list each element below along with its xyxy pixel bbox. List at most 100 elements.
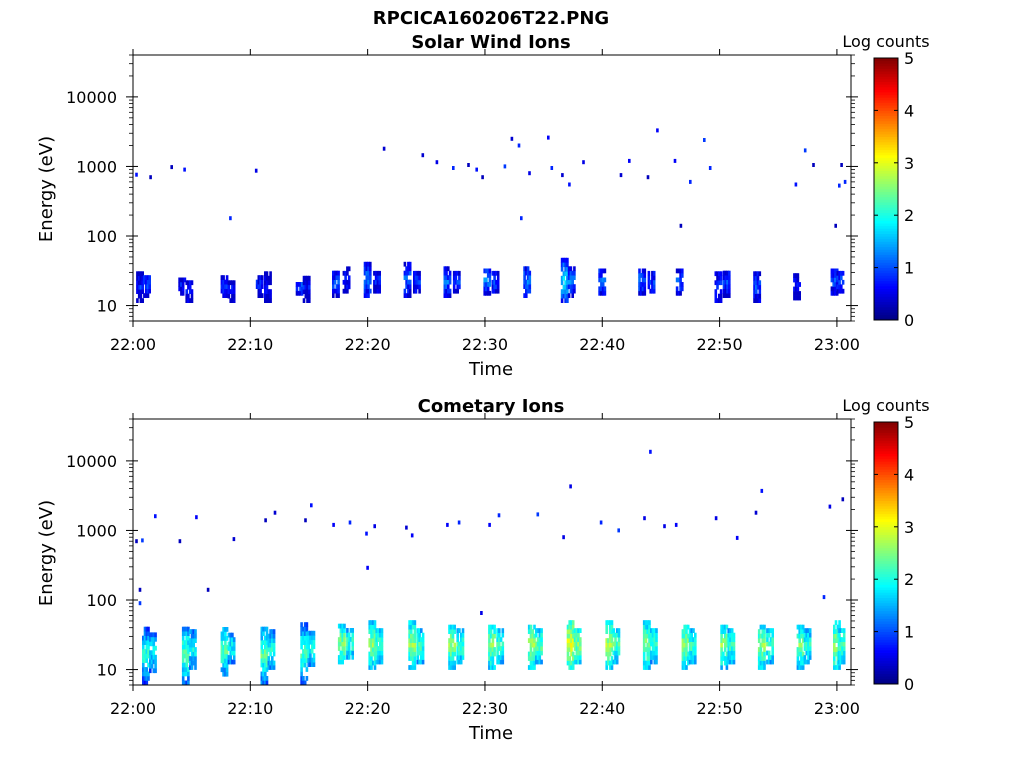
spectrogram-cell — [343, 641, 346, 647]
spectrogram-cell — [305, 658, 309, 663]
spectrogram-cell — [416, 279, 420, 285]
spectrogram-cell — [830, 290, 834, 296]
colorbar-segment — [874, 469, 898, 473]
colorbar-segment — [874, 267, 898, 271]
spectrogram-cell — [421, 641, 425, 647]
colorbar-segment — [874, 152, 898, 156]
spectrogram-cell — [488, 665, 491, 670]
spectrogram-cell — [303, 622, 307, 627]
spectrogram-cell — [832, 268, 835, 274]
spectrogram-cell — [147, 649, 150, 654]
spectrogram-cell — [569, 266, 573, 272]
spectrogram-cell — [194, 647, 197, 652]
spectrogram-cell — [225, 279, 229, 285]
spectrogram-cell — [675, 277, 679, 283]
spectrogram-cell — [679, 273, 682, 278]
spectrogram-cell — [655, 655, 658, 660]
spectrogram-cell — [459, 646, 463, 651]
spectrogram-cell — [413, 656, 417, 661]
spectrogram-cell — [830, 273, 834, 278]
spectrogram-cell — [337, 659, 341, 665]
spectrogram-cell — [309, 653, 312, 658]
spectrogram-cell — [349, 650, 353, 656]
spectrogram-cell — [410, 620, 413, 625]
spectrogram-cell — [730, 632, 734, 638]
spectrogram-cell — [498, 637, 501, 642]
spectrogram-cell — [146, 293, 150, 298]
spectrogram-cell — [499, 659, 503, 665]
spectrogram-cell — [449, 633, 453, 639]
spectrogram-cell — [181, 662, 185, 668]
spectrogram-cell — [598, 277, 601, 283]
spectrogram-cell — [488, 290, 492, 296]
spectrogram-cell — [499, 655, 503, 660]
spectrogram-cell — [605, 660, 608, 666]
spectrogram-cell — [305, 644, 309, 650]
spectrogram-cell — [370, 629, 373, 634]
spectrogram-cell — [832, 290, 835, 296]
spectrogram-cell — [652, 288, 656, 294]
spectrogram-cell — [375, 659, 378, 665]
spectrogram-cell — [796, 656, 800, 661]
spectrogram-cell — [643, 277, 647, 283]
spectrogram-cell — [137, 293, 141, 299]
spectrogram-cell — [302, 658, 305, 663]
colorbar-segment — [874, 133, 898, 137]
spectrogram-cell — [753, 275, 756, 281]
spectrogram-cell — [303, 658, 307, 663]
spectrogram-cell — [758, 284, 762, 290]
spectrogram-cell — [232, 641, 236, 647]
spectrogram-cell — [608, 642, 612, 648]
spectrogram-cell — [533, 624, 536, 630]
spectrogram-cell — [801, 633, 805, 639]
spectrogram-cell — [579, 646, 582, 651]
spectrogram-cell — [181, 277, 185, 283]
spectrogram-cell — [834, 638, 838, 643]
spectrogram-cell — [650, 637, 653, 642]
spectrogram-cell — [720, 656, 723, 661]
spectrogram-cell — [605, 638, 608, 643]
spectrogram-cell — [443, 266, 447, 272]
spectrogram-cell — [564, 284, 567, 290]
spectrogram-cell — [722, 293, 726, 298]
spectrogram-cell — [183, 680, 187, 686]
spectrogram-cell — [569, 284, 573, 289]
spectrogram-cell — [638, 277, 641, 283]
spectrogram-cell — [448, 642, 451, 648]
spectrogram-cell — [483, 277, 486, 283]
spectrogram-cell — [150, 663, 154, 669]
spectrogram-cell — [796, 660, 800, 666]
spectrogram-cell — [840, 275, 843, 281]
spectrogram-cell — [526, 266, 530, 272]
colorbar-segment — [874, 97, 898, 101]
spectrogram-cell — [306, 284, 309, 290]
colorbar-segment — [874, 194, 898, 198]
spectrogram-cell — [341, 632, 344, 638]
spectrogram-cell — [642, 624, 646, 630]
colorbar-segment — [874, 511, 898, 515]
spectrogram-cell — [566, 262, 569, 268]
spectrogram-cell — [757, 651, 761, 657]
spectrogram-cell — [808, 641, 812, 647]
spectrogram-cell — [178, 282, 181, 287]
spectrogram-cell — [224, 644, 227, 650]
spectrogram-cell — [648, 647, 651, 652]
spectrogram-cell — [341, 659, 344, 665]
spectrogram-cell — [571, 620, 575, 625]
spectrogram-cell — [374, 279, 378, 285]
spectrogram-cell — [834, 277, 837, 283]
spectrogram-cell — [489, 651, 493, 657]
spectrogram-cell — [453, 624, 456, 630]
spectrogram-cell — [225, 288, 229, 294]
spectrogram-cell — [501, 632, 505, 638]
spectrogram-cell — [458, 659, 461, 665]
spectrogram-cell — [681, 656, 685, 661]
spectrogram-cell — [769, 659, 773, 665]
spectrogram-cell — [718, 275, 721, 281]
spectrogram-cell — [694, 641, 697, 647]
spectrogram-cell — [488, 642, 491, 648]
spectrogram-cell — [566, 633, 570, 639]
spectrogram-cell — [183, 662, 187, 668]
spectrogram-cell — [378, 279, 381, 285]
spectrogram-cell — [839, 646, 842, 651]
